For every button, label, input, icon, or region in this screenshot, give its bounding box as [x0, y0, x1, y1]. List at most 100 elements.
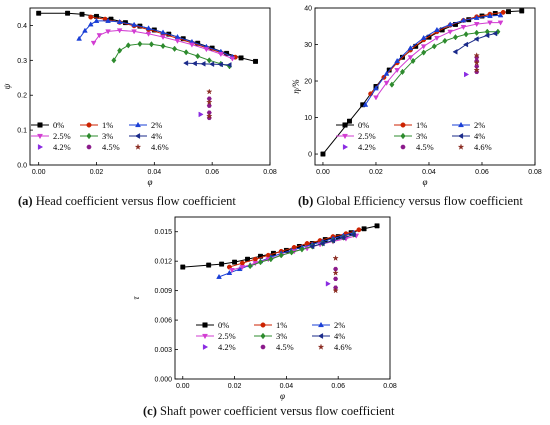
data-point — [217, 61, 223, 68]
data-point — [320, 151, 326, 157]
data-point — [232, 259, 238, 265]
data-point — [452, 34, 459, 41]
legend-item: 0% — [31, 120, 64, 130]
series-4pct — [452, 30, 498, 55]
legend-label: 4% — [151, 131, 162, 141]
y-tick-label: 20 — [304, 79, 312, 86]
data-point — [497, 12, 504, 18]
data-point — [464, 71, 470, 78]
data-point — [383, 70, 390, 76]
data-point — [205, 88, 213, 95]
data-point — [333, 276, 339, 282]
series-0pct — [180, 223, 380, 270]
data-point — [442, 37, 448, 45]
series-2pct — [76, 17, 236, 59]
series-2pct — [362, 12, 504, 107]
x-tick-label: 0.02 — [369, 169, 383, 176]
data-point — [319, 240, 325, 247]
data-point — [125, 42, 131, 49]
y-tick-label: 0.000 — [154, 377, 172, 384]
legend-label: 1% — [102, 120, 113, 130]
legend-marker — [458, 121, 464, 128]
legend-item: 4.2% — [37, 142, 71, 152]
data-point — [473, 22, 480, 28]
legend-label: 2.5% — [358, 131, 376, 141]
legend-marker — [318, 321, 324, 328]
data-point — [347, 118, 352, 124]
caption-efficiency-chart: (b) Global Efficiency versus flow coeffi… — [298, 194, 523, 209]
series-2-5pct — [90, 28, 236, 62]
data-point — [216, 273, 222, 279]
data-point — [473, 59, 480, 66]
legend-label: 2% — [474, 120, 485, 130]
data-point — [463, 41, 469, 48]
data-point — [447, 21, 454, 27]
data-point — [394, 57, 401, 63]
data-point — [421, 49, 427, 56]
series-4-2pct — [198, 111, 204, 118]
y-tick-label: 0.015 — [154, 229, 172, 236]
x-tick-label: 0.06 — [475, 169, 489, 176]
data-point — [226, 62, 232, 68]
data-point — [350, 231, 356, 238]
legend-item: 4.6% — [134, 142, 169, 152]
data-point — [431, 43, 437, 50]
x-tick-label: 0.04 — [148, 169, 162, 176]
series-4-6pct — [205, 88, 213, 119]
legend-marker — [260, 344, 266, 350]
data-point — [239, 265, 246, 271]
data-point — [145, 25, 152, 31]
series-4pct — [309, 231, 356, 250]
legend-label: 4.6% — [334, 342, 352, 352]
data-point — [36, 10, 42, 16]
legend: 0% 1% 2% 2.5% 3% 4% 4.2% 4.5% 4.6% — [336, 120, 492, 152]
data-point — [160, 29, 166, 35]
series-4-6pct — [332, 254, 339, 294]
data-point — [239, 260, 245, 266]
legend-marker — [400, 122, 406, 128]
data-point — [410, 57, 416, 65]
y-tick-label: 0.009 — [154, 288, 172, 295]
data-point — [189, 42, 195, 48]
legend-item: 4.6% — [317, 342, 352, 352]
y-tick-label: 0.003 — [154, 347, 172, 354]
data-point — [160, 34, 166, 40]
legend-label: 4% — [474, 131, 485, 141]
legend-marker — [342, 122, 348, 128]
data-point — [473, 14, 480, 20]
data-point — [209, 61, 215, 68]
x-tick-label: 0.02 — [90, 169, 104, 176]
legend-marker — [400, 132, 406, 140]
legend-item: 3% — [254, 331, 287, 341]
data-point — [105, 17, 111, 23]
data-point — [325, 280, 331, 287]
legend-label: 4.5% — [102, 142, 120, 152]
series-1pct — [226, 227, 362, 270]
series-4pct — [183, 60, 232, 68]
data-point — [329, 237, 336, 244]
data-point — [198, 111, 204, 118]
data-point — [172, 45, 178, 52]
y-tick-label: 30 — [304, 42, 312, 49]
legend-item: 4.5% — [86, 142, 120, 152]
legend-item: 0% — [336, 120, 369, 130]
y-tick-label: 40 — [304, 6, 312, 13]
legend-marker — [400, 144, 406, 150]
data-point — [394, 68, 401, 74]
x-tick-label: 0.04 — [280, 383, 294, 390]
plot-frame — [174, 216, 391, 380]
series-line — [182, 225, 378, 268]
data-point — [373, 95, 379, 101]
legend-item: 1% — [394, 120, 427, 130]
data-point — [205, 112, 213, 119]
legend-marker — [202, 344, 209, 350]
data-point — [299, 246, 305, 253]
data-point — [217, 52, 224, 58]
legend-item: 4.5% — [400, 142, 434, 152]
y-axis-label: ψ — [2, 83, 12, 89]
caption-head-chart: (a) Head coefficient versus flow coeffic… — [18, 194, 236, 209]
legend-marker — [457, 133, 464, 139]
legend-marker — [342, 144, 349, 150]
data-point — [82, 27, 88, 33]
legend-marker — [134, 143, 142, 150]
